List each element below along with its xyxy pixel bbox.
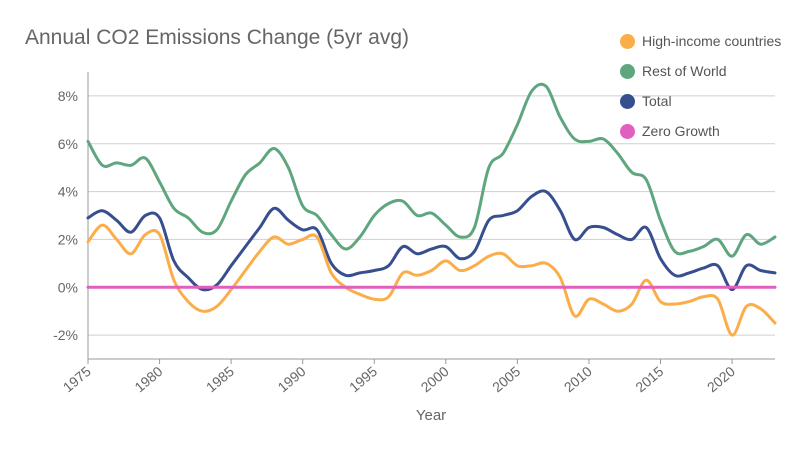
x-axis-title: Year xyxy=(416,407,446,424)
legend-item[interactable]: Total xyxy=(620,86,781,116)
legend-label: Total xyxy=(642,93,672,109)
legend-item[interactable]: High-income countries xyxy=(620,26,781,56)
y-tick-label: 6% xyxy=(58,136,78,152)
x-tick-label: 2010 xyxy=(561,363,595,395)
x-tick-label: 2020 xyxy=(704,363,738,395)
x-tick-label: 1995 xyxy=(346,363,380,395)
x-tick-label: 1990 xyxy=(274,363,308,395)
legend-item[interactable]: Zero Growth xyxy=(620,116,781,146)
x-tick-label: 1985 xyxy=(203,363,237,395)
y-tick-labels: -2% 0% 2% 4% 6% 8% xyxy=(53,88,78,343)
y-tick-label: 2% xyxy=(58,231,78,247)
y-tick-label: 0% xyxy=(58,279,78,295)
axes xyxy=(87,72,775,364)
legend-item[interactable]: Rest of World xyxy=(620,56,781,86)
x-tick-label: 2005 xyxy=(489,363,523,395)
series-lines xyxy=(86,82,777,337)
legend-label: Zero Growth xyxy=(642,123,720,139)
chart-title: Annual CO2 Emissions Change (5yr avg) xyxy=(25,26,410,49)
legend-label: Rest of World xyxy=(642,63,727,79)
x-tick-label: 1980 xyxy=(131,363,165,395)
y-tick-label: -2% xyxy=(53,327,78,343)
x-tick-label: 1975 xyxy=(60,363,94,395)
gridlines xyxy=(88,95,775,336)
x-tick-label: 2000 xyxy=(418,363,452,395)
legend-marker xyxy=(620,33,635,49)
legend-label: High-income countries xyxy=(642,33,782,49)
y-tick-label: 8% xyxy=(58,88,78,104)
x-tick-label: 2015 xyxy=(632,363,666,395)
legend-marker xyxy=(620,93,635,109)
legend-marker xyxy=(620,123,635,139)
x-tick-labels: 1975 1980 1985 1990 1995 2000 2005 2010 2015 2020 xyxy=(60,363,738,395)
y-tick-label: 4% xyxy=(58,184,78,200)
series-line-total xyxy=(86,189,777,292)
legend: High-income countries Rest of World Total Z… xyxy=(620,26,781,146)
legend-marker xyxy=(620,63,635,79)
series-line-high-income-countries xyxy=(86,223,777,337)
series-line-rest-of-world xyxy=(86,82,777,258)
